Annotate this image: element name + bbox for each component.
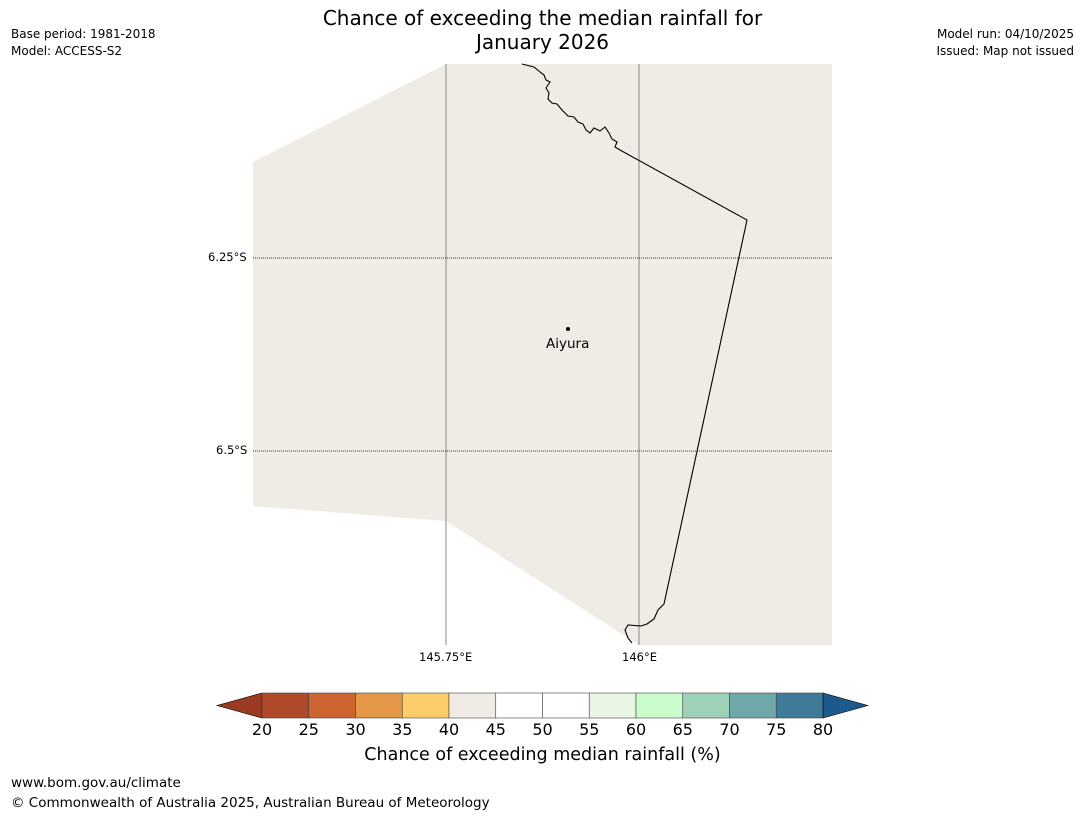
- forecast-land-area: [253, 64, 832, 645]
- colorbar-bin-75-80: [775, 692, 824, 719]
- map-title: Chance of exceeding the median rainfall …: [0, 6, 1085, 54]
- footer-copyright: © Commonwealth of Australia 2025, Austra…: [11, 795, 490, 811]
- colorbar-tick-70: 70: [719, 720, 740, 739]
- colorbar-bin-50-55: [542, 692, 590, 719]
- colorbar-tick-45: 45: [485, 720, 506, 739]
- colorbar-bin-40-45: [448, 692, 497, 719]
- colorbar-tick-25: 25: [298, 720, 319, 739]
- colorbar-bin-25-30: [308, 692, 356, 719]
- lon-label-146: 146°E: [622, 650, 657, 664]
- model-run: Model run: 04/10/2025: [936, 27, 1074, 41]
- meta-right: Model run: 04/10/2025 Issued: Map not is…: [936, 26, 1074, 60]
- colorbar-tick-65: 65: [672, 720, 693, 739]
- issued-status: Issued: Map not issued: [936, 44, 1074, 58]
- lon-label-145-75: 145.75°E: [419, 650, 473, 664]
- colorbar-bin-70-75: [729, 692, 777, 719]
- colorbar-under-arrow: [215, 692, 263, 719]
- colorbar-bin-35-40: [401, 692, 450, 719]
- colorbar-tick-60: 60: [625, 720, 647, 739]
- colorbar-tick-20: 20: [251, 720, 273, 739]
- colorbar-bin-60-65: [635, 692, 684, 719]
- title-line-1: Chance of exceeding the median rainfall …: [322, 6, 763, 30]
- town-marker: [566, 327, 570, 331]
- colorbar-tick-35: 35: [392, 720, 413, 739]
- lat-label-6-5: 6.5°S: [216, 443, 248, 457]
- colorbar-over-arrow: [822, 692, 870, 719]
- colorbar-tick-80: 80: [812, 720, 834, 739]
- coastline: [521, 63, 748, 644]
- model-name: Model: ACCESS-S2: [11, 44, 123, 58]
- title-line-2: January 2026: [475, 30, 610, 54]
- town-label: Aiyura: [546, 336, 590, 352]
- colorbar-bin-30-35: [355, 692, 403, 719]
- colorbar-bin-20-25: [261, 692, 310, 719]
- meta-left: Base period: 1981-2018 Model: ACCESS-S2: [11, 26, 156, 60]
- colorbar-tick-75: 75: [766, 720, 787, 739]
- colorbar-tick-50: 50: [532, 720, 553, 739]
- footer-url: www.bom.gov.au/climate: [11, 775, 181, 791]
- colorbar-bin-65-70: [682, 692, 730, 719]
- colorbar-bin-55-60: [588, 692, 637, 719]
- colorbar-bin-45-50: [495, 692, 543, 719]
- base-period: Base period: 1981-2018: [11, 27, 156, 41]
- colorbar-tick-40: 40: [438, 720, 460, 739]
- colorbar: [215, 692, 870, 719]
- colorbar-tick-30: 30: [345, 720, 366, 739]
- lat-label-6-25: 6.25°S: [208, 250, 247, 264]
- colorbar-tick-55: 55: [579, 720, 600, 739]
- colorbar-title: Chance of exceeding median rainfall (%): [364, 745, 721, 765]
